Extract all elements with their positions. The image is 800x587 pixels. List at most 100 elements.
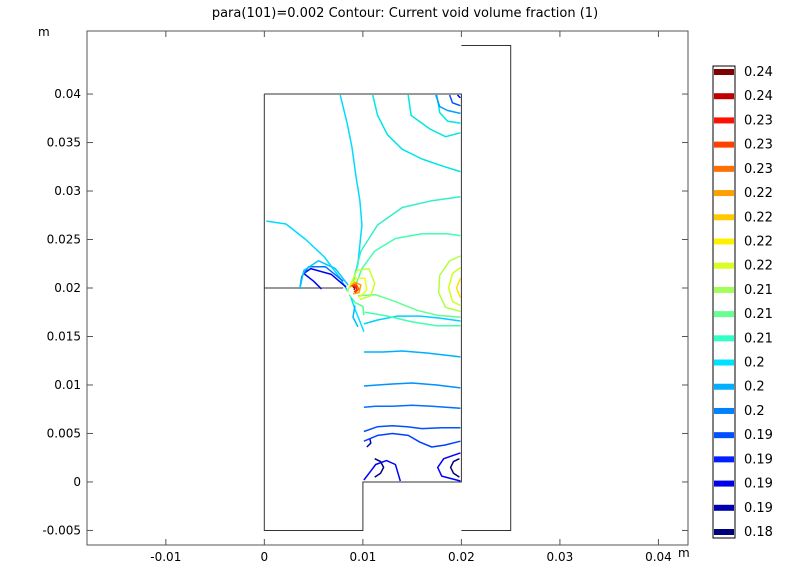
y-tick-label: 0.02 xyxy=(54,281,81,295)
legend-label: 0.22 xyxy=(744,234,773,249)
x-tick-label: 0.04 xyxy=(645,550,672,564)
y-tick-label: 0.04 xyxy=(54,87,81,101)
contour-line xyxy=(447,266,461,307)
legend-swatch xyxy=(714,432,734,439)
legend-swatch xyxy=(714,238,734,245)
legend-swatch xyxy=(714,117,734,124)
legend-label: 0.19 xyxy=(744,452,773,467)
contour-line xyxy=(348,277,368,299)
geometry-outline xyxy=(263,93,462,531)
legend-swatch xyxy=(714,456,734,463)
y-tick-label: 0.015 xyxy=(47,329,81,343)
legend-label: 0.24 xyxy=(744,89,773,104)
legend-label: 0.23 xyxy=(744,162,773,177)
y-tick-label: 0.025 xyxy=(47,233,81,247)
legend-swatch xyxy=(714,480,734,487)
y-tick-label: 0.01 xyxy=(54,378,81,392)
contour-line xyxy=(363,432,461,448)
contour-line xyxy=(435,94,461,115)
legend-label: 0.21 xyxy=(744,331,773,346)
contour-line xyxy=(350,297,365,332)
legend-label: 0.22 xyxy=(744,259,773,274)
contour-line xyxy=(363,315,461,325)
y-tick-label: 0.035 xyxy=(47,136,81,150)
chart-title: para(101)=0.002 Contour: Current void vo… xyxy=(212,6,598,21)
legend-label: 0.24 xyxy=(744,65,773,80)
legend-swatch xyxy=(714,504,734,511)
contour-line xyxy=(350,283,360,294)
x-tick-label: 0.02 xyxy=(448,550,475,564)
legend-swatch xyxy=(714,335,734,342)
y-axis-unit: m xyxy=(38,25,50,39)
legend-label: 0.2 xyxy=(744,380,765,395)
legend-swatch xyxy=(714,359,734,366)
legend-swatch xyxy=(714,286,734,293)
legend-label: 0.2 xyxy=(744,356,765,371)
contour-lines xyxy=(266,94,462,482)
legend-swatch xyxy=(714,311,734,318)
legend-swatch xyxy=(714,190,734,197)
legend-swatch xyxy=(714,407,734,414)
geometry-outlines xyxy=(263,45,512,531)
contour-line xyxy=(299,260,349,290)
contour-line xyxy=(363,350,461,358)
legend-label: 0.19 xyxy=(744,428,773,443)
geometry-outline xyxy=(461,45,512,531)
contour-line xyxy=(346,267,376,301)
contour-line xyxy=(456,94,461,99)
legend-swatch xyxy=(714,214,734,221)
x-tick-label: 0.01 xyxy=(350,550,377,564)
contour-line xyxy=(363,459,402,482)
contour-line xyxy=(366,438,372,448)
contour-line xyxy=(352,305,359,328)
contour-line xyxy=(374,458,385,478)
legend-label: 0.22 xyxy=(744,210,773,225)
x-tick-label: -0.01 xyxy=(150,550,181,564)
contour-line xyxy=(349,281,362,295)
y-tick-label: 0 xyxy=(73,475,81,489)
contour-line xyxy=(353,232,461,291)
legend-label: 0.22 xyxy=(744,186,773,201)
legend-swatch xyxy=(714,383,734,390)
legend-swatch xyxy=(714,165,734,172)
legend-swatch xyxy=(714,93,734,100)
contour-line xyxy=(407,94,461,138)
legend-swatch xyxy=(714,529,734,535)
y-tick-label: 0.03 xyxy=(54,184,81,198)
legend-label: 0.2 xyxy=(744,404,765,419)
contour-line xyxy=(364,311,461,327)
legend-label: 0.23 xyxy=(744,113,773,128)
contour-line xyxy=(303,267,347,290)
legend-swatch xyxy=(714,141,734,148)
color-legend: 0.24 0.24 0.23 0.23 0.23 0.22 0.22 0.22 0.22 0.21… xyxy=(712,65,773,540)
contour-line xyxy=(371,94,461,173)
x-axis-unit: m xyxy=(678,546,690,560)
legend-label: 0.19 xyxy=(744,477,773,492)
y-tick-label: -0.005 xyxy=(42,523,81,537)
contour-line xyxy=(363,404,461,410)
contour-line xyxy=(351,196,461,286)
contour-line xyxy=(352,285,358,293)
axis-ticks: -0.01 0 0.01 0.02 0.03 0.04 -0.005 0 0.005 0.01 0.… xyxy=(42,31,688,564)
legend-label: 0.18 xyxy=(744,525,773,540)
contour-line xyxy=(437,255,461,313)
legend-swatch xyxy=(714,69,734,75)
legend-label: 0.21 xyxy=(744,307,773,322)
contour-line xyxy=(455,278,462,298)
contour-line xyxy=(363,424,461,433)
legend-frame xyxy=(712,65,736,539)
x-tick-label: 0 xyxy=(261,550,269,564)
contour-line xyxy=(448,94,461,107)
contour-line xyxy=(436,452,461,482)
contour-line xyxy=(363,382,461,389)
legend-label: 0.21 xyxy=(744,283,773,298)
contour-line xyxy=(357,294,461,318)
legend-swatch xyxy=(714,262,734,269)
contour-line xyxy=(352,286,356,291)
y-tick-label: 0.005 xyxy=(47,426,81,440)
contour-line xyxy=(449,458,460,478)
legend-label: 0.19 xyxy=(744,501,773,516)
x-tick-label: 0.03 xyxy=(547,550,574,564)
legend-label: 0.23 xyxy=(744,138,773,153)
